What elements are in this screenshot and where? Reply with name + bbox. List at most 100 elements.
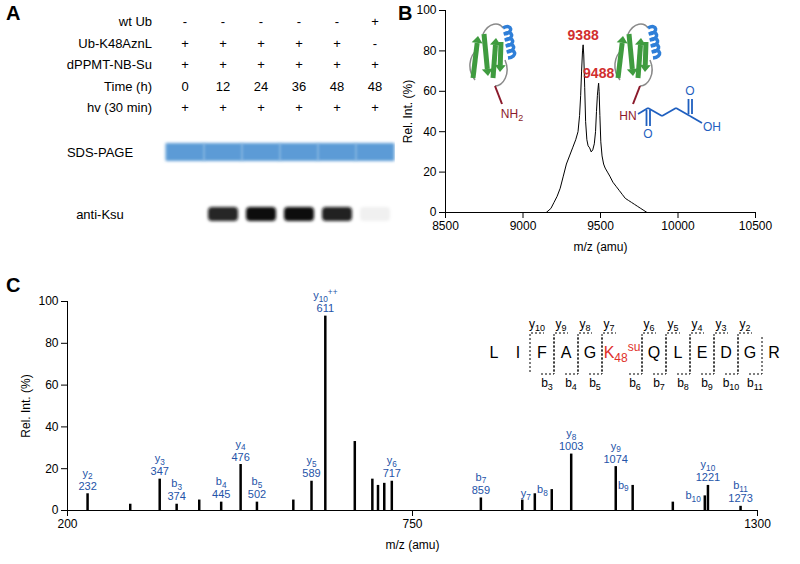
svg-text:y9: y9: [611, 440, 622, 454]
svg-text:y6: y6: [643, 317, 654, 333]
svg-text:100: 100: [416, 3, 436, 17]
svg-text:OH: OH: [703, 120, 721, 134]
svg-text:+: +: [257, 100, 265, 115]
svg-text:y4: y4: [691, 317, 702, 333]
svg-text:y7: y7: [521, 487, 532, 501]
svg-text:L: L: [674, 344, 683, 361]
svg-text:b7: b7: [653, 376, 665, 392]
svg-text:-: -: [373, 36, 377, 51]
svg-text:750: 750: [402, 517, 422, 531]
svg-text:+: +: [295, 57, 303, 72]
svg-text:-: -: [297, 14, 301, 29]
svg-text:y3: y3: [715, 317, 726, 333]
svg-text:b11: b11: [747, 376, 763, 392]
svg-text:+: +: [333, 57, 341, 72]
svg-text:80: 80: [45, 336, 59, 350]
svg-text:Rel. Int. (%): Rel. Int. (%): [19, 374, 33, 437]
svg-text:b10: b10: [723, 376, 740, 392]
svg-text:y3: y3: [155, 452, 166, 466]
svg-text:b4: b4: [565, 376, 577, 392]
svg-text:b3: b3: [171, 477, 182, 491]
svg-text:C: C: [6, 274, 20, 296]
svg-text:445: 445: [212, 488, 230, 500]
svg-text:I: I: [516, 344, 520, 361]
svg-text:anti-Ksu: anti-Ksu: [76, 207, 124, 222]
svg-text:-: -: [335, 14, 339, 29]
svg-text:F: F: [537, 344, 547, 361]
svg-text:1074: 1074: [603, 453, 627, 465]
svg-text:y5: y5: [306, 454, 317, 468]
svg-text:b5: b5: [252, 475, 263, 489]
svg-text:A: A: [6, 2, 20, 24]
svg-text:b5: b5: [589, 376, 601, 392]
svg-text:232: 232: [78, 480, 96, 492]
svg-text:10500: 10500: [739, 219, 773, 233]
svg-text:+: +: [371, 14, 379, 29]
svg-text:+: +: [295, 100, 303, 115]
svg-text:G: G: [744, 344, 756, 361]
svg-text:dPPMT-NB-Su: dPPMT-NB-Su: [67, 57, 152, 72]
svg-text:Rel. Int. (%): Rel. Int. (%): [401, 80, 415, 143]
svg-text:G: G: [584, 344, 596, 361]
svg-text:+: +: [219, 57, 227, 72]
svg-text:24: 24: [254, 79, 268, 94]
svg-text:40: 40: [45, 420, 59, 434]
svg-text:9488: 9488: [583, 65, 614, 81]
svg-text:1300: 1300: [744, 517, 771, 531]
svg-text:y6: y6: [387, 454, 398, 468]
svg-text:+: +: [295, 36, 303, 51]
svg-text:y8: y8: [566, 427, 577, 441]
svg-text:-: -: [259, 14, 263, 29]
svg-text:+: +: [257, 57, 265, 72]
svg-text:b7: b7: [476, 471, 487, 485]
svg-text:+: +: [333, 36, 341, 51]
svg-text:10000: 10000: [661, 219, 695, 233]
svg-text:476: 476: [231, 451, 249, 463]
svg-text:60: 60: [423, 84, 437, 98]
svg-text:b9: b9: [701, 376, 713, 392]
svg-text:502: 502: [248, 488, 266, 500]
svg-text:E: E: [697, 344, 708, 361]
svg-text:+: +: [181, 57, 189, 72]
svg-text:36: 36: [292, 79, 306, 94]
svg-text:9500: 9500: [587, 219, 614, 233]
svg-text:y7: y7: [603, 317, 614, 333]
svg-text:O: O: [685, 84, 694, 98]
svg-text:L: L: [490, 344, 499, 361]
svg-text:A: A: [561, 344, 572, 361]
svg-text:K48su: K48su: [604, 340, 641, 364]
svg-text:+: +: [181, 100, 189, 115]
svg-text:859: 859: [472, 484, 490, 496]
svg-text:+: +: [371, 100, 379, 115]
svg-text:O: O: [643, 127, 652, 141]
svg-text:y2: y2: [83, 467, 94, 481]
svg-text:Q: Q: [648, 344, 660, 361]
svg-text:y10: y10: [701, 458, 716, 472]
svg-text:1003: 1003: [559, 440, 583, 452]
svg-text:y10++: y10++: [313, 288, 338, 304]
svg-text:717: 717: [383, 467, 401, 479]
svg-text:9000: 9000: [510, 219, 537, 233]
svg-text:y10: y10: [529, 317, 545, 333]
svg-text:y4: y4: [236, 438, 247, 452]
svg-text:200: 200: [57, 517, 77, 531]
svg-text:48: 48: [368, 79, 382, 94]
svg-text:8500: 8500: [432, 219, 459, 233]
svg-text:611: 611: [317, 302, 335, 314]
svg-text:hv (30 min): hv (30 min): [87, 100, 152, 115]
svg-text:347: 347: [151, 465, 169, 477]
svg-text:+: +: [333, 100, 341, 115]
svg-text:+: +: [257, 36, 265, 51]
svg-text:y5: y5: [667, 317, 678, 333]
svg-text:-: -: [221, 14, 225, 29]
svg-text:Ub-K48AznL: Ub-K48AznL: [78, 36, 152, 51]
svg-text:m/z (amu): m/z (amu): [386, 538, 440, 552]
svg-text:80: 80: [423, 44, 437, 58]
svg-text:100: 100: [38, 294, 58, 308]
svg-text:b6: b6: [629, 376, 641, 392]
svg-text:b11: b11: [733, 479, 748, 493]
svg-text:B: B: [398, 2, 412, 24]
svg-text:1221: 1221: [696, 471, 720, 483]
svg-text:y9: y9: [555, 317, 566, 333]
svg-text:m/z (amu): m/z (amu): [574, 240, 628, 254]
